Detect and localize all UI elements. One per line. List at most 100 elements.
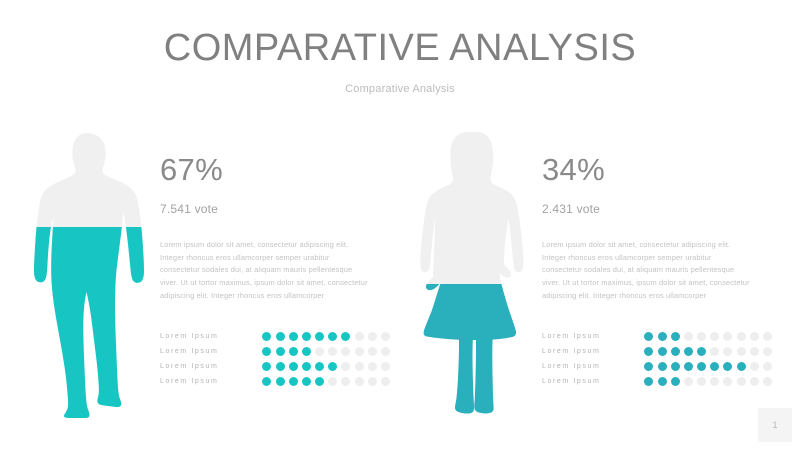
matrix-row-label: Lorem Ipsum — [160, 347, 219, 355]
male-percent: 67% — [160, 152, 223, 187]
dot-empty — [697, 376, 707, 386]
matrix-dots — [262, 331, 390, 341]
female-votes: 2.431 vote — [542, 202, 601, 216]
matrix-dots — [644, 376, 772, 386]
dot-empty — [367, 376, 377, 386]
dot-empty — [367, 331, 377, 341]
male-votes: 7.541 vote — [160, 202, 219, 216]
dot-filled — [683, 346, 693, 356]
male-silhouette — [30, 130, 148, 420]
dot-empty — [697, 331, 707, 341]
dot-empty — [749, 376, 759, 386]
dot-filled — [657, 331, 667, 341]
matrix-row-label: Lorem Ipsum — [542, 377, 601, 385]
matrix-row: Lorem Ipsum — [160, 374, 390, 389]
dot-filled — [301, 361, 311, 371]
dot-empty — [683, 331, 693, 341]
dot-filled — [275, 376, 285, 386]
dot-empty — [723, 346, 733, 356]
page-title: COMPARATIVE ANALYSIS — [163, 27, 637, 69]
dot-filled — [697, 346, 707, 356]
matrix-dots — [644, 346, 772, 356]
dot-filled — [723, 361, 733, 371]
dot-empty — [328, 346, 338, 356]
female-description: Lorem ipsum dolor sit amet, consectetur … — [542, 240, 750, 300]
dot-filled — [262, 361, 272, 371]
dot-empty — [683, 376, 693, 386]
male-description: Lorem ipsum dolor sit amet, consectetur … — [160, 240, 368, 300]
page-subtitle: Comparative Analysis — [345, 82, 455, 95]
dot-empty — [749, 361, 759, 371]
dot-filled — [262, 331, 272, 341]
dot-filled — [288, 376, 298, 386]
dot-empty — [354, 331, 364, 341]
dot-filled — [341, 331, 351, 341]
dot-filled — [328, 361, 338, 371]
dot-empty — [367, 346, 377, 356]
dot-empty — [354, 361, 364, 371]
dot-filled — [301, 346, 311, 356]
dot-empty — [354, 376, 364, 386]
matrix-row-label: Lorem Ipsum — [160, 377, 219, 385]
dot-filled — [710, 361, 720, 371]
male-panel-body: 67% 7.541 vote Lorem ipsum dolor sit ame… — [160, 130, 390, 389]
matrix-dots — [262, 376, 390, 386]
matrix-row-label: Lorem Ipsum — [160, 332, 219, 340]
slide-header: COMPARATIVE ANALYSIS Comparative Analysi… — [0, 27, 800, 95]
dot-filled — [275, 361, 285, 371]
dot-filled — [670, 346, 680, 356]
dot-filled — [328, 331, 338, 341]
dot-filled — [644, 331, 654, 341]
dot-empty — [381, 331, 390, 341]
dot-empty — [341, 376, 351, 386]
dot-empty — [723, 376, 733, 386]
dot-filled — [315, 376, 325, 386]
matrix-row: Lorem Ipsum — [542, 329, 772, 344]
dot-empty — [763, 346, 772, 356]
dot-empty — [341, 346, 351, 356]
dot-filled — [301, 331, 311, 341]
dot-filled — [644, 361, 654, 371]
dot-empty — [763, 361, 772, 371]
matrix-dots — [262, 361, 390, 371]
dot-filled — [275, 331, 285, 341]
female-dot-matrix: Lorem Ipsum Lorem Ipsum Lorem Ipsum Lore… — [542, 329, 772, 389]
dot-filled — [670, 361, 680, 371]
dot-filled — [657, 346, 667, 356]
matrix-row: Lorem Ipsum — [160, 329, 390, 344]
dot-filled — [670, 376, 680, 386]
dot-empty — [328, 376, 338, 386]
matrix-row-label: Lorem Ipsum — [542, 347, 601, 355]
dot-filled — [736, 361, 746, 371]
dot-empty — [749, 331, 759, 341]
comparison-panel-male: 67% 7.541 vote Lorem ipsum dolor sit ame… — [30, 130, 390, 430]
dot-empty — [763, 376, 772, 386]
dot-empty — [381, 361, 390, 371]
dot-filled — [262, 346, 272, 356]
dot-filled — [288, 361, 298, 371]
matrix-row: Lorem Ipsum — [542, 374, 772, 389]
dot-filled — [657, 376, 667, 386]
dot-filled — [697, 361, 707, 371]
dot-empty — [367, 361, 377, 371]
dot-filled — [670, 331, 680, 341]
matrix-row-label: Lorem Ipsum — [542, 332, 601, 340]
dot-empty — [736, 376, 746, 386]
dot-filled — [262, 376, 272, 386]
matrix-row: Lorem Ipsum — [542, 359, 772, 374]
matrix-dots — [262, 346, 390, 356]
dot-filled — [683, 361, 693, 371]
matrix-dots — [644, 331, 772, 341]
dot-filled — [275, 346, 285, 356]
female-silhouette — [412, 130, 530, 420]
dot-filled — [288, 346, 298, 356]
matrix-row-label: Lorem Ipsum — [160, 362, 219, 370]
dot-filled — [657, 361, 667, 371]
dot-empty — [723, 331, 733, 341]
dot-empty — [710, 376, 720, 386]
dot-empty — [736, 346, 746, 356]
matrix-row: Lorem Ipsum — [160, 359, 390, 374]
dot-empty — [354, 346, 364, 356]
female-panel-body: 34% 2.431 vote Lorem ipsum dolor sit ame… — [542, 130, 772, 389]
